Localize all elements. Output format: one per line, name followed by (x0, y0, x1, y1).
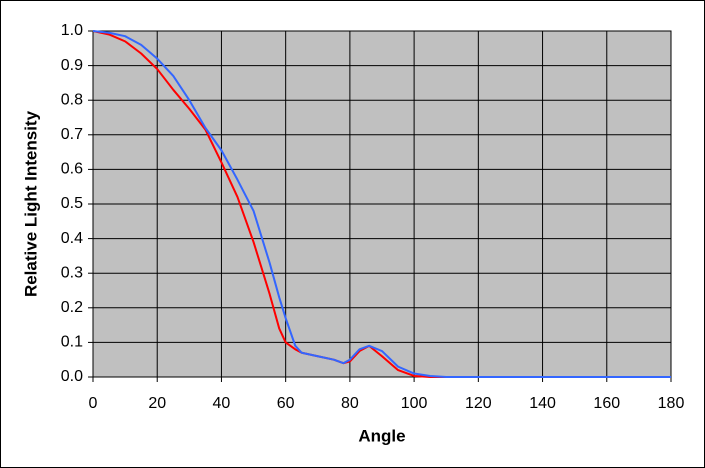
y-tick-label: 1.0 (61, 22, 83, 39)
x-tick-label: 120 (465, 395, 492, 412)
series-line (92, 30, 671, 378)
y-tick-label: 0.2 (61, 299, 83, 316)
y-tick-label: 0.7 (61, 126, 83, 143)
y-tick-label: 0.0 (61, 368, 83, 385)
y-tick-label: 0.6 (61, 161, 83, 178)
y-tick-label: 0.5 (61, 195, 83, 212)
x-tick-label: 100 (401, 395, 428, 412)
x-tick-label: 0 (89, 395, 98, 412)
y-tick-label: 0.8 (61, 91, 83, 108)
x-tick-label: 20 (148, 395, 166, 412)
x-tick-label: 40 (213, 395, 231, 412)
y-tick-label: 0.9 (61, 57, 83, 74)
x-tick-label: 160 (593, 395, 620, 412)
series-line (92, 30, 671, 378)
x-axis-title: Angle (358, 426, 405, 445)
x-tick-label: 80 (341, 395, 359, 412)
x-tick-label: 180 (658, 395, 685, 412)
y-tick-label: 0.1 (61, 334, 83, 351)
y-axis-title: Relative Light Intensity (21, 110, 40, 297)
y-tick-label: 0.4 (61, 230, 83, 247)
x-tick-label: 60 (277, 395, 295, 412)
x-tick-label: 140 (529, 395, 556, 412)
y-tick-label: 0.3 (61, 264, 83, 281)
plot-border (92, 30, 672, 378)
